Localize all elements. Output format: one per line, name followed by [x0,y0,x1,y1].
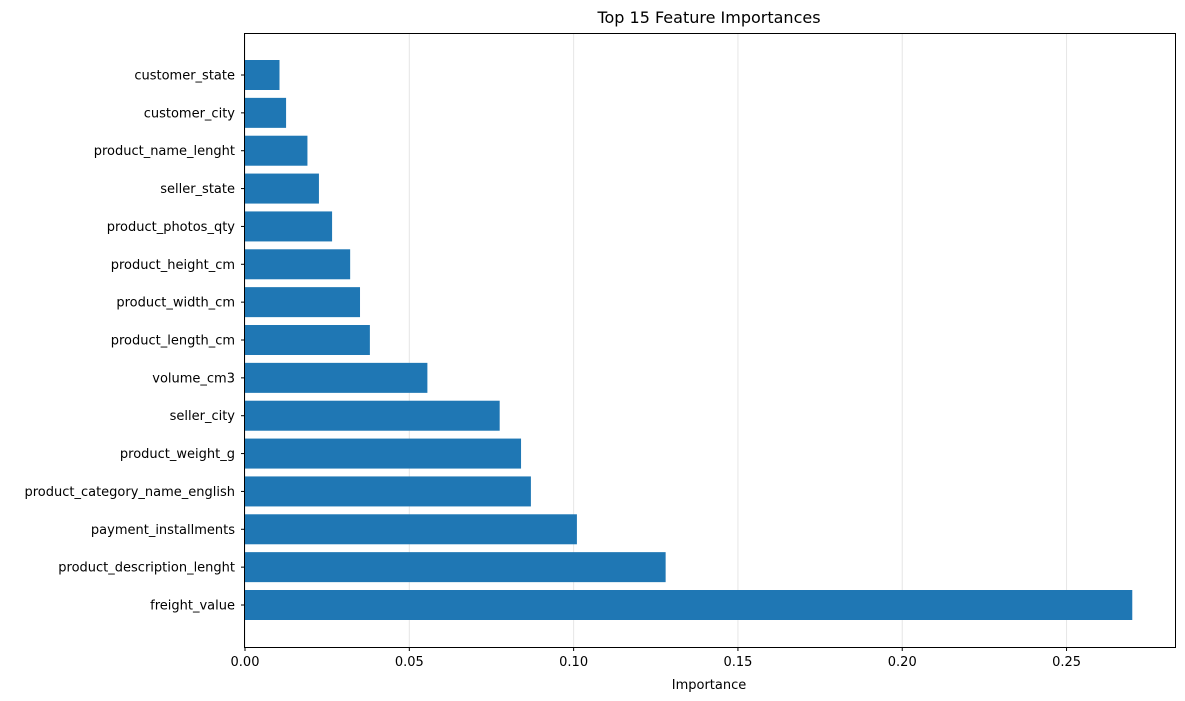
y-tick-label: seller_state [160,182,235,197]
y-tick-label: product_category_name_english [24,485,235,500]
bar-freight-value [245,590,1133,620]
y-tick-label: customer_city [144,106,236,121]
y-tick-label: seller_city [170,409,236,424]
x-tick-label: 0.20 [888,655,917,670]
y-tick-label: freight_value [150,599,235,614]
y-tick-label: product_length_cm [111,334,235,349]
bar-product-height-cm [245,249,351,280]
bar-product-photos-qty [245,211,333,242]
y-tick-label: payment_installments [91,523,235,538]
bar-seller-city [245,400,500,431]
x-tick-label: 0.00 [231,655,260,670]
bar-product-width-cm [245,287,361,318]
bar-volume-cm3 [245,362,428,393]
x-tick-label: 0.10 [559,655,588,670]
bar-customer-state [245,60,280,90]
chart-title: Top 15 Feature Importances [596,8,820,27]
x-axis-ticks: 0.00 0.05 0.10 0.15 0.20 0.25 [231,647,1081,670]
bars [245,60,1133,620]
x-tick-label: 0.15 [723,655,752,670]
y-axis-ticks: freight_value product_description_lenght p… [24,69,245,614]
x-tick-label: 0.25 [1052,655,1081,670]
y-tick-label: product_width_cm [116,296,235,311]
bar-payment-installments [245,514,577,545]
y-tick-label: product_name_lenght [94,144,235,159]
bar-product-weight-g [245,438,522,469]
y-tick-label: product_photos_qty [107,220,236,235]
bar-seller-state [245,173,319,204]
y-tick-label: volume_cm3 [152,371,235,386]
y-tick-label: customer_state [134,69,235,84]
y-tick-label: product_weight_g [120,447,235,462]
x-tick-label: 0.05 [395,655,424,670]
bar-product-length-cm [245,325,370,355]
x-axis-label: Importance [672,678,747,693]
bar-product-name-lenght [245,135,308,166]
bar-product-category-name-english [245,476,531,507]
bar-product-description-lenght [245,552,666,583]
y-tick-label: product_description_lenght [58,561,235,576]
bar-customer-city [245,97,287,128]
y-tick-label: product_height_cm [111,258,235,273]
